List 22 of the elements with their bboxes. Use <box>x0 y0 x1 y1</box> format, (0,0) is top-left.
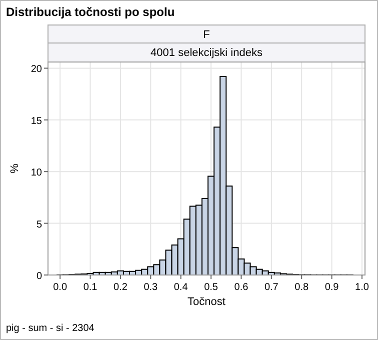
x-tick-label: 0.5 <box>204 282 218 293</box>
x-tick-label: 0.1 <box>83 282 98 293</box>
y-tick-label: 10 <box>30 168 42 179</box>
x-tick-label: 0.6 <box>234 282 249 293</box>
x-tick-label: 0.0 <box>53 282 68 293</box>
x-tick-label: 0.8 <box>294 282 309 293</box>
text: pig - sum - si - 2304 <box>6 323 95 334</box>
x-tick-label: 0.4 <box>174 282 188 293</box>
chart-title: Distribucija točnosti po spolu <box>6 5 175 19</box>
y-tick-label: 5 <box>36 219 42 230</box>
x-tick-label: 0.2 <box>114 282 128 293</box>
y-tick-label: 15 <box>30 116 42 127</box>
y-tick-label: 0 <box>36 271 42 282</box>
text: 4001 selekcijski indeks <box>150 47 263 59</box>
y-axis-title: % <box>9 163 21 174</box>
chart-subtitle: F <box>203 29 210 41</box>
x-tick-label: 0.7 <box>264 282 279 293</box>
x-axis-title: Točnost <box>188 296 226 308</box>
x-tick-label: 0.9 <box>324 282 340 293</box>
y-tick-label: 20 <box>30 64 42 76</box>
x-tick-label: 0.3 <box>144 282 158 293</box>
x-tick-label: 1.0 <box>355 282 370 293</box>
